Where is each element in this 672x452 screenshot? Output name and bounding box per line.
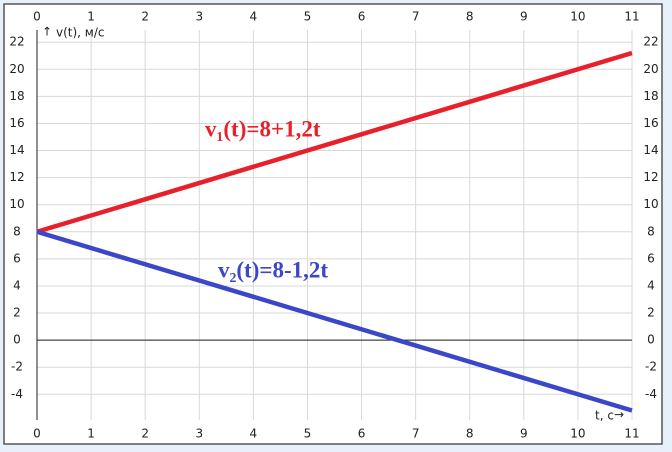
y-tick-label: 4 xyxy=(647,278,655,292)
x-tick-label: 5 xyxy=(304,427,312,441)
x-tick-label: 0 xyxy=(33,427,41,441)
x-tick-label: 5 xyxy=(304,10,312,24)
x-tick-label: 7 xyxy=(412,10,420,24)
x-tick-label: 4 xyxy=(250,10,258,24)
x-tick-label: 1 xyxy=(87,10,95,24)
series-label: v₂(t)=8-1,2t xyxy=(218,257,328,282)
x-tick-label: 7 xyxy=(412,427,420,441)
x-tick-label: 6 xyxy=(358,427,366,441)
y-tick-label: 2 xyxy=(13,306,21,320)
x-tick-label: 1 xyxy=(87,427,95,441)
y-tick-label: 8 xyxy=(13,224,21,238)
y-tick-label: 20 xyxy=(643,62,658,76)
y-tick-label: 4 xyxy=(13,278,21,292)
x-tick-label: 10 xyxy=(570,427,585,441)
x-tick-label: 10 xyxy=(570,10,585,24)
plot: v₁(t)=8+1,2t v₂(t)=8-1,2t xyxy=(36,50,633,413)
y-tick-label: 0 xyxy=(647,333,655,347)
y-tick-label: -2 xyxy=(645,360,657,374)
x-tick-label: 11 xyxy=(624,10,639,24)
x-arrow: → xyxy=(614,408,624,422)
series-line xyxy=(36,229,633,413)
x-tick-label: 3 xyxy=(195,10,203,24)
y-tick-label: 0 xyxy=(13,333,21,347)
y-tick-label: 14 xyxy=(643,143,658,157)
x-tick-label: 9 xyxy=(520,427,528,441)
y-tick-label: 20 xyxy=(9,62,24,76)
y-tick-label: -4 xyxy=(11,387,23,401)
chart-frame xyxy=(3,3,663,445)
y-arrow: ↑ xyxy=(42,25,52,39)
x-tick-label: 6 xyxy=(358,10,366,24)
y-tick-label: 12 xyxy=(643,170,658,184)
series-label: v₁(t)=8+1,2t xyxy=(205,116,321,141)
y-tick-label: 18 xyxy=(9,89,24,103)
y-tick-label: 14 xyxy=(9,143,24,157)
x-tick-label: 4 xyxy=(250,427,258,441)
x-tick-label: 9 xyxy=(520,10,528,24)
y-tick-label: 10 xyxy=(9,197,24,211)
x-tick-label: 3 xyxy=(195,427,203,441)
x-tick-label: 8 xyxy=(466,427,474,441)
y-tick-label: -4 xyxy=(645,387,657,401)
y-tick-label: 18 xyxy=(643,89,658,103)
y-tick-label: 22 xyxy=(9,35,24,49)
y-tick-label: 16 xyxy=(9,116,24,130)
x-tick-label: 2 xyxy=(141,427,149,441)
x-tick-label: 8 xyxy=(466,10,474,24)
x-axis-label: t, с xyxy=(595,409,614,423)
y-axis-label: v(t), м/с xyxy=(56,26,105,40)
y-tick-label: 8 xyxy=(647,224,655,238)
y-tick-label: 22 xyxy=(643,35,658,49)
y-tick-label: 6 xyxy=(13,251,21,265)
y-tick-label: 2 xyxy=(647,306,655,320)
y-tick-label: -2 xyxy=(11,360,23,374)
series-line xyxy=(36,50,633,234)
x-tick-label: 0 xyxy=(33,10,41,24)
y-tick-label: 6 xyxy=(647,251,655,265)
y-tick-label: 12 xyxy=(9,170,24,184)
y-tick-label: 16 xyxy=(643,116,658,130)
y-tick-label: 10 xyxy=(643,197,658,211)
x-tick-label: 11 xyxy=(624,427,639,441)
x-tick-label: 2 xyxy=(141,10,149,24)
